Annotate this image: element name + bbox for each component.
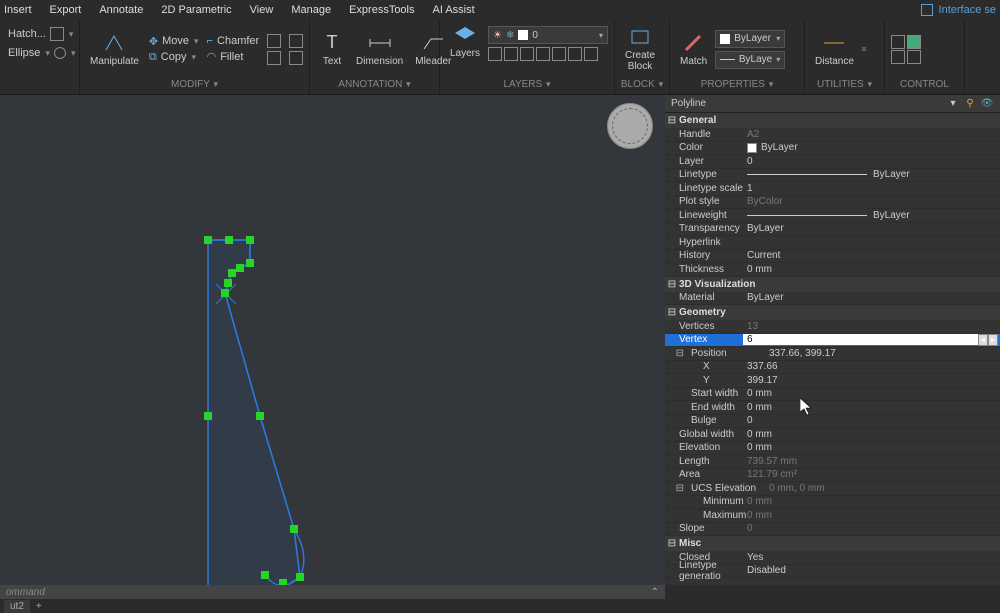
menu-annotate[interactable]: Annotate [99, 4, 143, 16]
menu-export[interactable]: Export [50, 4, 82, 16]
prop-linetype-generatio[interactable]: Linetype generatioDisabled [665, 565, 1000, 579]
prop-linetype[interactable]: LinetypeByLayer [665, 169, 1000, 183]
modify-grid1[interactable] [265, 33, 283, 49]
lineweight-combo[interactable]: ByLaye▾ [715, 51, 785, 69]
layer-combo[interactable]: ☀❄ 0▾ [488, 26, 608, 44]
match-button[interactable]: Match [676, 30, 711, 69]
prop-history[interactable]: HistoryCurrent [665, 250, 1000, 264]
prop-bulge[interactable]: Bulge0 [665, 415, 1000, 429]
panel-title-annotation: ANNOTATION ▾ [310, 78, 439, 94]
prop-end-width[interactable]: End width0 mm [665, 401, 1000, 415]
prop-global-width[interactable]: Global width0 mm [665, 428, 1000, 442]
interface-link[interactable]: Interface se [939, 4, 996, 16]
menu-view[interactable]: View [250, 4, 274, 16]
layer-tool-6[interactable] [568, 47, 582, 61]
prop-plot-style[interactable]: Plot styleByColor [665, 196, 1000, 210]
prop-material[interactable]: MaterialByLayer [665, 292, 1000, 306]
utilities-highlighted[interactable] [862, 47, 866, 51]
prop-color[interactable]: ColorByLayer [665, 142, 1000, 156]
prop-length[interactable]: Length739.57 mm [665, 455, 1000, 469]
copy-button[interactable]: ⧉Copy▾ [147, 50, 201, 65]
prop-handle[interactable]: HandleA2 [665, 128, 1000, 142]
chamfer-button[interactable]: ⌐Chamfer [205, 34, 262, 48]
section-misc[interactable]: ⊟Misc [665, 536, 1000, 551]
ribbon: Hatch...▾ Ellipse▾▾ Manipulate ✥Move▾ ⧉C… [0, 20, 1000, 95]
distance-button[interactable]: Distance [811, 30, 858, 69]
prop-area[interactable]: Area121.79 cm² [665, 469, 1000, 483]
ctrl-1[interactable] [891, 35, 905, 49]
view-compass[interactable] [607, 103, 653, 149]
menu-manage[interactable]: Manage [291, 4, 331, 16]
prop-position[interactable]: ⊟Position337.66, 399.17 [665, 347, 1000, 361]
prop-maximum[interactable]: Maximum0 mm [665, 509, 1000, 523]
panel-title-control: CONTROL [885, 78, 964, 94]
layout-tabbar: ut2 + [0, 599, 1000, 613]
props-dropdown[interactable]: ▾ [946, 97, 960, 111]
text-button[interactable]: TText [316, 30, 348, 69]
panel-title-utilities: UTILITIES ▾ [805, 78, 884, 94]
props-filter[interactable]: ⚲ [963, 97, 977, 111]
command-line[interactable]: ommand⌃ [0, 585, 665, 599]
manipulate-button[interactable]: Manipulate [86, 30, 143, 69]
prop-transparency[interactable]: TransparencyByLayer [665, 223, 1000, 237]
menubar: Insert Export Annotate 2D Parametric Vie… [0, 0, 1000, 20]
prop-elevation[interactable]: Elevation0 mm [665, 442, 1000, 456]
modify-grid4[interactable] [287, 50, 305, 66]
panel-title-layers: LAYERS ▾ [440, 78, 614, 94]
prop-vertices[interactable]: Vertices13 [665, 320, 1000, 334]
layout-tab[interactable]: ut2 [4, 600, 30, 613]
drawing-canvas[interactable] [0, 95, 665, 585]
fillet-button[interactable]: ◠Fillet [205, 49, 262, 64]
ctrl-2[interactable] [907, 35, 921, 49]
layer-tool-4[interactable] [536, 47, 550, 61]
section-viz[interactable]: ⊟3D Visualization [665, 277, 1000, 292]
prop-vertex[interactable]: Vertex6◂▸ [665, 334, 1000, 348]
prop-x[interactable]: X337.66 [665, 361, 1000, 375]
layer-tool-7[interactable] [584, 47, 598, 61]
move-button[interactable]: ✥Move▾ [147, 34, 201, 49]
ctrl-3[interactable] [891, 50, 905, 64]
section-geometry[interactable]: ⊟Geometry [665, 305, 1000, 320]
ctrl-4[interactable] [907, 50, 921, 64]
layer-tool-5[interactable] [552, 47, 566, 61]
modify-grid3[interactable] [287, 33, 305, 49]
panel-title-properties: PROPERTIES ▾ [670, 78, 804, 94]
props-eye[interactable]: 👁 [980, 97, 994, 111]
prop-slope[interactable]: Slope0 [665, 523, 1000, 537]
add-tab[interactable]: + [36, 601, 42, 612]
menu-2dparametric[interactable]: 2D Parametric [161, 4, 231, 16]
menu-expresstools[interactable]: ExpressTools [349, 4, 414, 16]
prop-y[interactable]: Y399.17 [665, 374, 1000, 388]
layer-tool-1[interactable] [488, 47, 502, 61]
panel-title-modify: MODIFY ▾ [80, 78, 309, 94]
prop-thickness[interactable]: Thickness0 mm [665, 263, 1000, 277]
section-general[interactable]: ⊟General [665, 113, 1000, 128]
prop-linetype-scale[interactable]: Linetype scale1 [665, 182, 1000, 196]
prop-ucs-elevation[interactable]: ⊟UCS Elevation0 mm, 0 mm [665, 482, 1000, 496]
menu-aiassist[interactable]: AI Assist [433, 4, 475, 16]
prop-hyperlink[interactable]: Hyperlink [665, 236, 1000, 250]
panel-title-block: BLOCK ▾ [615, 78, 669, 94]
ellipse-button[interactable]: Ellipse▾▾ [6, 46, 77, 60]
drawing-svg [0, 95, 665, 585]
menu-insert[interactable]: Insert [4, 4, 32, 16]
layer-tool-2[interactable] [504, 47, 518, 61]
prop-minimum[interactable]: Minimum0 mm [665, 496, 1000, 510]
interface-icon [921, 4, 933, 16]
hatch-button[interactable]: Hatch...▾ [6, 26, 75, 42]
layer-tool-3[interactable] [520, 47, 534, 61]
modify-grid2[interactable] [265, 50, 283, 66]
props-title: Polyline [671, 98, 706, 109]
dimension-button[interactable]: Dimension [352, 30, 407, 69]
create-block-button[interactable]: Create Block [621, 24, 659, 74]
color-combo[interactable]: ByLayer▾ [715, 30, 785, 48]
prop-lineweight[interactable]: LineweightByLayer [665, 209, 1000, 223]
layers-button[interactable]: Layers [446, 22, 484, 61]
prop-layer[interactable]: Layer0 [665, 155, 1000, 169]
properties-panel: Polyline ▾ ⚲ 👁 ⊟GeneralHandleA2ColorByLa… [665, 95, 1000, 585]
prop-start-width[interactable]: Start width0 mm [665, 388, 1000, 402]
